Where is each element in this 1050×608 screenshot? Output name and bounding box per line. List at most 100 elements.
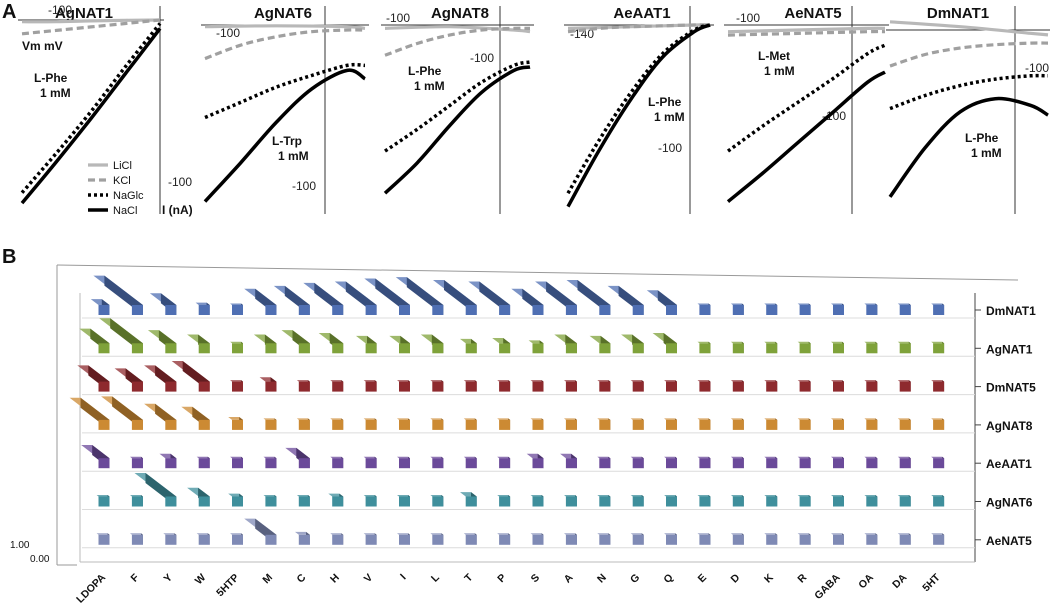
bar (318, 333, 344, 354)
bar-front-face (599, 343, 611, 354)
bar-row-agnat6 (96, 473, 945, 507)
bar-front-face (198, 534, 210, 545)
bar (263, 418, 277, 430)
bar-front-face (933, 458, 945, 469)
bar (797, 533, 811, 545)
column-label: A (562, 571, 576, 585)
bar-front-face (866, 305, 878, 315)
column-label: W (193, 572, 209, 588)
bar (797, 303, 811, 315)
bar (430, 533, 444, 545)
substrate-line: L-Phe (408, 64, 442, 78)
bar-front-face (232, 381, 243, 392)
bar-front-face (799, 534, 811, 545)
column-label: Q (661, 572, 675, 586)
bar-top-face (931, 380, 945, 382)
bar-front-face (532, 458, 544, 469)
bar (764, 341, 778, 354)
column-label: OA (856, 571, 876, 591)
bar-top-face (497, 495, 511, 497)
row-label: AeAAT1 (986, 457, 1032, 471)
bar-top-face (363, 456, 377, 459)
column-label: S (529, 572, 542, 585)
bar (101, 396, 143, 430)
x-tick-label: -100 (48, 3, 72, 17)
bar-front-face (933, 305, 945, 315)
bar-front-face (532, 534, 544, 545)
bar-top-face (730, 380, 744, 382)
bar (77, 365, 110, 392)
bar (530, 418, 544, 430)
bar (764, 418, 778, 430)
column-label: K (762, 571, 776, 585)
bar (492, 338, 511, 354)
bar-front-face (699, 534, 711, 545)
bar (931, 341, 945, 354)
y-tick-label: -100 (292, 179, 316, 193)
bar (397, 495, 410, 507)
bar (93, 275, 143, 315)
legend: Vm mV I (nA) LiCl KCl NaGlc NaCl (22, 39, 193, 217)
bar-front-face (232, 343, 243, 354)
bar (621, 334, 644, 354)
bar (697, 495, 711, 507)
bar (697, 456, 711, 469)
bar-front-face (198, 305, 210, 315)
bar (230, 533, 243, 545)
iv-plot-dmnat1: DmNAT1 -100 L-Phe 1 mM (886, 5, 1050, 214)
bar-front-face (532, 381, 544, 392)
bar (764, 303, 778, 315)
bar-top-face (230, 303, 243, 305)
bar-top-face (330, 533, 344, 535)
bar (364, 278, 410, 315)
bar (554, 334, 577, 354)
bar-top-face (831, 380, 844, 382)
substrate-annotation: L-Phe 1 mM (965, 131, 1002, 160)
bar-top-face (463, 533, 477, 535)
bar (228, 417, 243, 430)
bar (69, 397, 110, 430)
y-tick-label: -100 (1025, 61, 1049, 75)
bar (230, 380, 243, 392)
bar-top-face (463, 418, 477, 420)
bar-front-face (98, 534, 110, 545)
bar-top-face (430, 380, 444, 382)
bar-row-aeaat1 (81, 445, 945, 469)
legend-label: KCl (113, 175, 131, 187)
bar-front-face (565, 458, 577, 469)
bar-front-face (899, 534, 911, 545)
bar-top-face (831, 341, 844, 344)
bar-top-face (764, 495, 778, 497)
series-line-kcl (204, 28, 366, 61)
bar (528, 340, 544, 354)
bar-front-face (565, 305, 577, 315)
bar-top-face (263, 456, 277, 459)
bar (363, 380, 377, 392)
bar-front-face (632, 458, 644, 469)
bar-top-face (931, 495, 945, 497)
bar-front-face (833, 496, 844, 507)
bar-front-face (298, 534, 310, 545)
bar (530, 380, 544, 392)
bar-top-face (597, 495, 611, 497)
bar-front-face (666, 419, 677, 430)
bar-top-face (630, 456, 644, 459)
bar-front-face (265, 534, 277, 545)
bar (897, 495, 911, 507)
bar (697, 341, 711, 354)
bar-top-face (730, 495, 744, 497)
bar-front-face (198, 458, 210, 469)
column-label: D (729, 571, 743, 585)
bar (163, 533, 177, 545)
column-label: C (295, 571, 309, 585)
bar-front-face (365, 534, 377, 545)
column-label: G (628, 572, 642, 586)
series-line-kcl (384, 26, 531, 57)
bar-top-face (864, 380, 878, 382)
bar-front-face (866, 496, 878, 507)
bar-front-face (499, 496, 511, 507)
bar (463, 533, 477, 545)
series-line-naglc (889, 73, 1049, 111)
